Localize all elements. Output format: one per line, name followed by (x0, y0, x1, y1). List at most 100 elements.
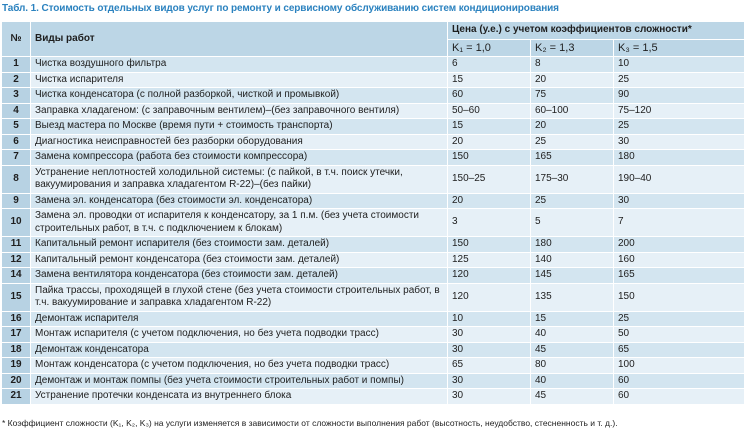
table-row: 14 Замена вентилятора конденсатора (без с… (1, 267, 746, 284)
row-number: 3 (1, 87, 31, 104)
price-k1: 120 (447, 267, 531, 284)
price-k3: 7 (612, 208, 746, 237)
footnote: * Коэффициент сложности (K₁, K₂, K₃) на … (2, 418, 618, 428)
price-k2: 40 (530, 326, 614, 343)
price-k1: 10 (447, 310, 531, 327)
row-number: 21 (1, 388, 31, 405)
price-k2: 5 (530, 208, 614, 237)
table-row: 18 Демонтаж конденсатора 30 45 65 (1, 341, 746, 358)
price-k3: 165 (612, 267, 746, 284)
price-k2: 15 (530, 310, 614, 327)
row-number: 5 (1, 118, 31, 135)
price-k3: 200 (612, 236, 746, 253)
row-number: 10 (1, 208, 31, 237)
work-name: Выезд мастера по Москве (время пути + ст… (30, 118, 448, 135)
price-table: № Виды работ Цена (у.е.) с учетом коэффи… (1, 21, 746, 405)
price-k3: 190–40 (612, 164, 746, 194)
price-k3: 60 (612, 388, 746, 405)
price-k1: 150 (447, 149, 531, 166)
price-k3: 30 (612, 133, 746, 150)
price-k2: 45 (530, 341, 614, 358)
work-name: Устранение неплотностей холодильной сист… (30, 164, 448, 194)
work-name: Замена компрессора (работа без стоимости… (30, 149, 448, 166)
price-k3: 180 (612, 149, 746, 166)
price-k2: 135 (530, 282, 614, 312)
row-number: 9 (1, 192, 31, 209)
work-name: Устранение протечки конденсата из внутре… (30, 388, 448, 405)
price-k3: 60 (612, 372, 746, 389)
price-k3: 10 (612, 56, 746, 73)
work-name: Пайка трассы, проходящей в глухой стене … (30, 282, 448, 312)
header-price: Цена (у.е.) с учетом коэффициентов сложн… (446, 21, 746, 40)
work-name: Демонтаж испарителя (30, 310, 448, 327)
work-name: Замена вентилятора конденсатора (без сто… (30, 267, 448, 284)
table-row: 1 Чистка воздушного фильтра 6 8 10 (1, 56, 746, 73)
header-coefficient: K₂ = 1,3 (530, 38, 614, 57)
price-k1: 125 (447, 251, 531, 268)
price-k1: 30 (447, 372, 531, 389)
row-number: 16 (1, 310, 31, 327)
price-k1: 30 (447, 388, 531, 405)
price-k1: 3 (447, 208, 531, 237)
work-name: Диагностика неисправностей без разборки … (30, 133, 448, 150)
work-name: Чистка конденсатора (с полной разборкой,… (30, 87, 448, 104)
price-k3: 25 (612, 310, 746, 327)
price-k2: 75 (530, 87, 614, 104)
table-row: 4 Заправка хладагеном: (с заправочным вен… (1, 102, 746, 119)
price-k2: 165 (530, 149, 614, 166)
row-number: 1 (1, 56, 31, 73)
row-number: 2 (1, 71, 31, 88)
work-name: Демонтаж и монтаж помпы (без учета стоим… (30, 372, 448, 389)
table-row: 6 Диагностика неисправностей без разборки… (1, 133, 746, 150)
price-k3: 150 (612, 282, 746, 312)
price-k3: 160 (612, 251, 746, 268)
work-name: Капитальный ремонт испарителя (без стоим… (30, 236, 448, 253)
row-number: 12 (1, 251, 31, 268)
table-row: 11 Капитальный ремонт испарителя (без сто… (1, 236, 746, 253)
table-row: 17 Монтаж испарителя (с учетом подключени… (1, 326, 746, 343)
price-k2: 20 (530, 71, 614, 88)
price-k1: 50–60 (447, 102, 531, 119)
row-number: 18 (1, 341, 31, 358)
price-k2: 175–30 (530, 164, 614, 194)
price-k3: 75–120 (612, 102, 746, 119)
price-k1: 120 (447, 282, 531, 312)
price-k1: 60 (447, 87, 531, 104)
work-name: Монтаж конденсатора (с учетом подключени… (30, 357, 448, 374)
price-k1: 20 (447, 133, 531, 150)
table-body: 1 Чистка воздушного фильтра 6 8 10 2 Чистка ис… (1, 56, 746, 405)
row-number: 14 (1, 267, 31, 284)
table-row: 9 Замена эл. конденсатора (без стоимости … (1, 192, 746, 209)
table-row: 8 Устранение неплотностей холодильной сис… (1, 164, 746, 194)
work-name: Монтаж испарителя (с учетом подключения,… (30, 326, 448, 343)
work-name: Демонтаж конденсатора (30, 341, 448, 358)
price-k2: 80 (530, 357, 614, 374)
header-coefficient: K₃ = 1,5 (612, 38, 746, 57)
price-k3: 50 (612, 326, 746, 343)
price-k2: 180 (530, 236, 614, 253)
header-work: Виды работ (30, 21, 448, 57)
work-name: Замена эл. проводки от испарителя к конд… (30, 208, 448, 237)
header-num: № (1, 21, 31, 57)
table-row: 16 Демонтаж испарителя 10 15 25 (1, 310, 746, 327)
row-number: 20 (1, 372, 31, 389)
table-title: Табл. 1. Стоимость отдельных видов услуг… (2, 3, 559, 14)
row-number: 19 (1, 357, 31, 374)
table-row: 3 Чистка конденсатора (с полной разборкой… (1, 87, 746, 104)
work-name: Заправка хладагеном: (с заправочным вент… (30, 102, 448, 119)
table-row: 15 Пайка трассы, проходящей в глухой стен… (1, 282, 746, 312)
price-k1: 15 (447, 71, 531, 88)
price-k2: 8 (530, 56, 614, 73)
price-k1: 150–25 (447, 164, 531, 194)
price-k3: 25 (612, 118, 746, 135)
price-k2: 60–100 (530, 102, 614, 119)
row-number: 7 (1, 149, 31, 166)
price-k3: 90 (612, 87, 746, 104)
table-row: 7 Замена компрессора (работа без стоимост… (1, 149, 746, 166)
price-k1: 30 (447, 341, 531, 358)
row-number: 15 (1, 282, 31, 312)
price-k2: 140 (530, 251, 614, 268)
price-k1: 20 (447, 192, 531, 209)
price-k1: 6 (447, 56, 531, 73)
price-k2: 25 (530, 192, 614, 209)
